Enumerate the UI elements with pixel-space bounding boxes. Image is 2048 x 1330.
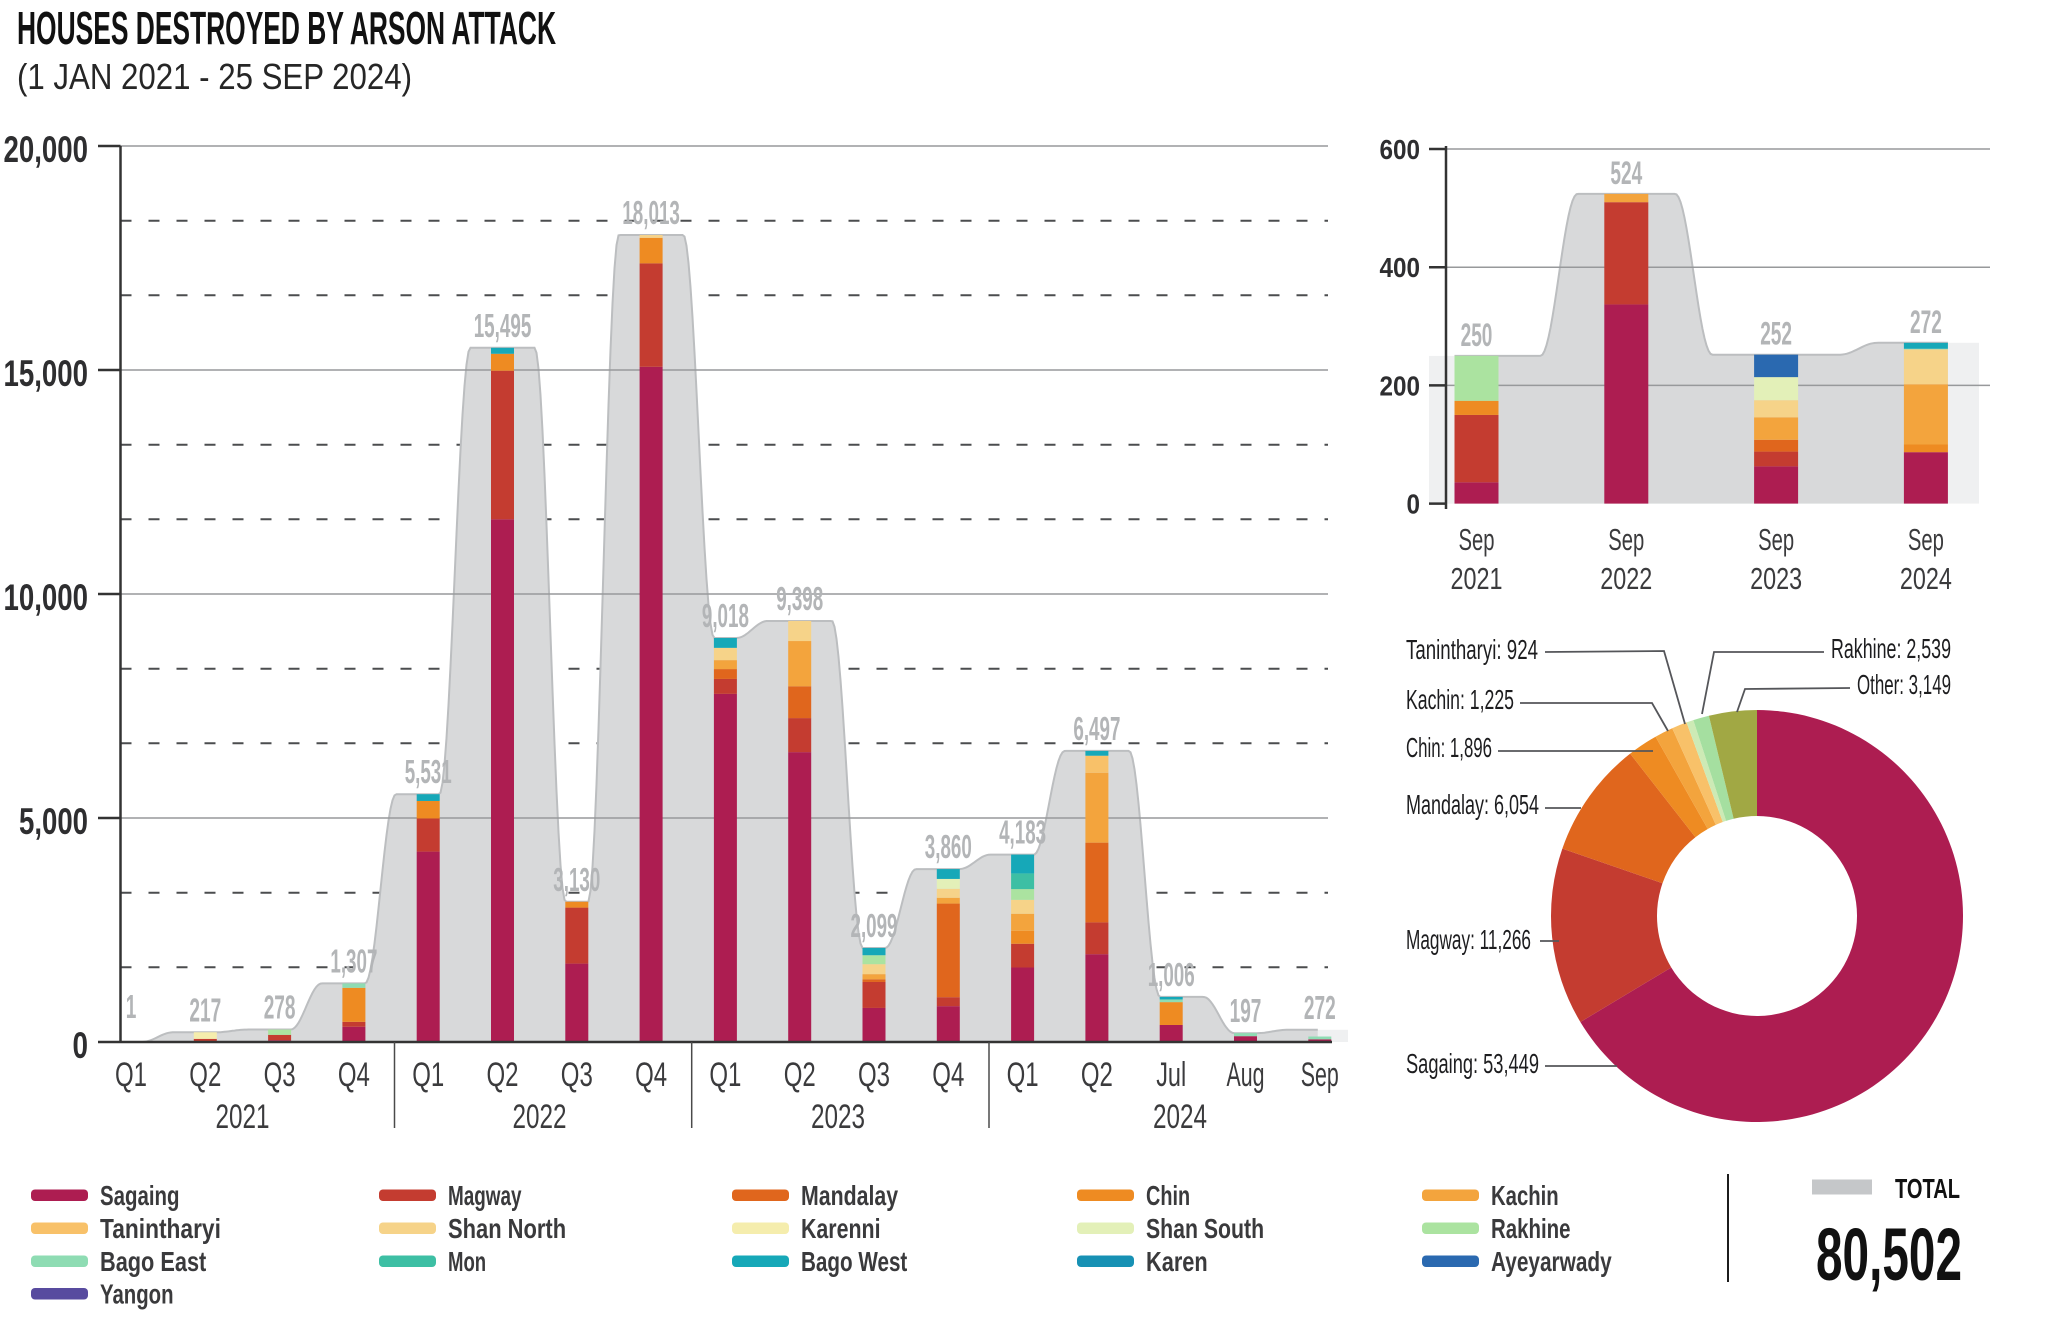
svg-text:5,531: 5,531 (405, 753, 452, 790)
svg-text:Q3: Q3 (858, 1056, 890, 1094)
svg-text:Magway: 11,266: Magway: 11,266 (1406, 924, 1531, 955)
svg-text:Q1: Q1 (115, 1056, 147, 1094)
svg-text:0: 0 (73, 1025, 89, 1066)
svg-text:9,398: 9,398 (776, 580, 823, 617)
svg-text:15,000: 15,000 (4, 353, 89, 394)
svg-text:5,000: 5,000 (19, 801, 88, 842)
svg-text:Chin: 1,896: Chin: 1,896 (1406, 732, 1492, 763)
svg-text:1,006: 1,006 (1148, 956, 1195, 993)
svg-text:Karen: Karen (1146, 1246, 1208, 1277)
svg-text:Mon: Mon (448, 1246, 486, 1277)
svg-text:HOUSES DESTROYED BY ARSON ATTA: HOUSES DESTROYED BY ARSON ATTACK (17, 2, 556, 54)
svg-text:2024: 2024 (1153, 1098, 1207, 1136)
svg-text:Jul: Jul (1156, 1056, 1186, 1094)
svg-text:Magway: Magway (448, 1180, 522, 1211)
svg-text:2,099: 2,099 (851, 907, 898, 944)
svg-text:3,860: 3,860 (925, 828, 972, 865)
svg-text:80,502: 80,502 (1816, 1213, 1962, 1296)
svg-text:Shan South: Shan South (1146, 1213, 1264, 1244)
svg-text:197: 197 (1230, 992, 1262, 1029)
svg-text:9,018: 9,018 (702, 597, 749, 634)
svg-text:Rakhine: Rakhine (1491, 1213, 1571, 1244)
svg-text:250: 250 (1461, 317, 1493, 353)
svg-text:Kachin: 1,225: Kachin: 1,225 (1406, 684, 1514, 715)
svg-text:Tanintharyi: 924: Tanintharyi: 924 (1406, 634, 1538, 665)
svg-text:400: 400 (1380, 252, 1421, 283)
svg-text:Yangon: Yangon (100, 1279, 174, 1310)
svg-text:Sep: Sep (1459, 522, 1495, 557)
svg-text:Kachin: Kachin (1491, 1180, 1559, 1211)
svg-text:200: 200 (1380, 370, 1421, 401)
svg-text:(1 JAN 2021 - 25 SEP 2024): (1 JAN 2021 - 25 SEP 2024) (17, 56, 412, 97)
svg-text:20,000: 20,000 (4, 129, 89, 170)
svg-text:600: 600 (1380, 134, 1421, 165)
svg-text:278: 278 (264, 989, 296, 1026)
svg-text:Q4: Q4 (338, 1056, 370, 1094)
svg-text:1: 1 (126, 988, 137, 1025)
svg-text:Q3: Q3 (264, 1056, 296, 1094)
svg-text:Q2: Q2 (189, 1056, 221, 1094)
svg-text:Q1: Q1 (1007, 1056, 1039, 1094)
svg-text:0: 0 (1407, 489, 1421, 520)
svg-text:Tanintharyi: Tanintharyi (100, 1213, 221, 1244)
svg-text:10,000: 10,000 (4, 577, 89, 618)
svg-text:Bago West: Bago West (801, 1246, 907, 1277)
svg-text:Other: 3,149: Other: 3,149 (1857, 669, 1951, 700)
svg-text:Aug: Aug (1227, 1056, 1265, 1094)
svg-text:18,013: 18,013 (622, 194, 680, 231)
svg-text:Q4: Q4 (635, 1056, 667, 1094)
svg-text:Sagaing: Sagaing (100, 1180, 180, 1211)
svg-text:2021: 2021 (216, 1098, 270, 1136)
svg-text:524: 524 (1610, 155, 1642, 191)
svg-text:252: 252 (1760, 316, 1792, 352)
svg-text:Q1: Q1 (709, 1056, 741, 1094)
svg-text:Sagaing: 53,449: Sagaing: 53,449 (1406, 1048, 1539, 1079)
svg-text:Q2: Q2 (1081, 1056, 1113, 1094)
svg-text:4,183: 4,183 (999, 814, 1046, 851)
svg-text:Mandalay: 6,054: Mandalay: 6,054 (1406, 789, 1539, 820)
svg-text:Q2: Q2 (487, 1056, 519, 1094)
svg-text:1,307: 1,307 (330, 942, 377, 979)
svg-text:Mandalay: Mandalay (801, 1180, 898, 1211)
svg-text:Q2: Q2 (784, 1056, 816, 1094)
svg-text:3,130: 3,130 (553, 861, 600, 898)
svg-text:Sep: Sep (1301, 1056, 1339, 1094)
svg-text:Ayeyarwady: Ayeyarwady (1491, 1246, 1612, 1277)
svg-text:Q3: Q3 (561, 1056, 593, 1094)
svg-text:2022: 2022 (1600, 561, 1652, 596)
svg-text:2023: 2023 (1750, 561, 1802, 596)
svg-text:2024: 2024 (1900, 561, 1952, 596)
svg-text:2022: 2022 (513, 1098, 567, 1136)
svg-text:Q4: Q4 (932, 1056, 964, 1094)
svg-text:Q1: Q1 (412, 1056, 444, 1094)
svg-text:TOTAL: TOTAL (1895, 1173, 1960, 1204)
svg-text:272: 272 (1304, 989, 1336, 1026)
svg-text:217: 217 (189, 991, 221, 1028)
svg-text:Chin: Chin (1146, 1180, 1190, 1211)
svg-text:15,495: 15,495 (474, 307, 532, 344)
svg-text:Sep: Sep (1608, 522, 1644, 557)
svg-text:Karenni: Karenni (801, 1213, 881, 1244)
svg-text:272: 272 (1910, 304, 1942, 340)
svg-text:6,497: 6,497 (1073, 710, 1120, 747)
svg-text:Sep: Sep (1758, 522, 1794, 557)
svg-text:2021: 2021 (1451, 561, 1503, 596)
svg-text:Shan North: Shan North (448, 1213, 566, 1244)
svg-text:2023: 2023 (811, 1098, 865, 1136)
svg-text:Rakhine: 2,539: Rakhine: 2,539 (1831, 633, 1951, 664)
svg-text:Bago East: Bago East (100, 1246, 206, 1277)
svg-text:Sep: Sep (1908, 522, 1944, 557)
